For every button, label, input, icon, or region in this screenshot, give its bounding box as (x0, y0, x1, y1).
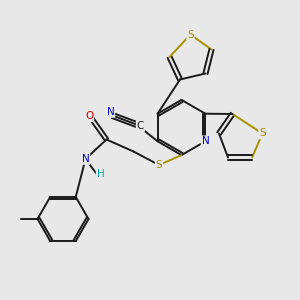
Text: O: O (85, 111, 93, 121)
Text: C: C (137, 121, 144, 131)
Text: N: N (82, 154, 89, 164)
Text: N: N (106, 107, 114, 117)
Text: S: S (156, 160, 162, 170)
Text: S: S (187, 29, 194, 40)
Text: S: S (259, 128, 266, 139)
Text: H: H (97, 169, 104, 179)
Text: N: N (202, 136, 209, 146)
